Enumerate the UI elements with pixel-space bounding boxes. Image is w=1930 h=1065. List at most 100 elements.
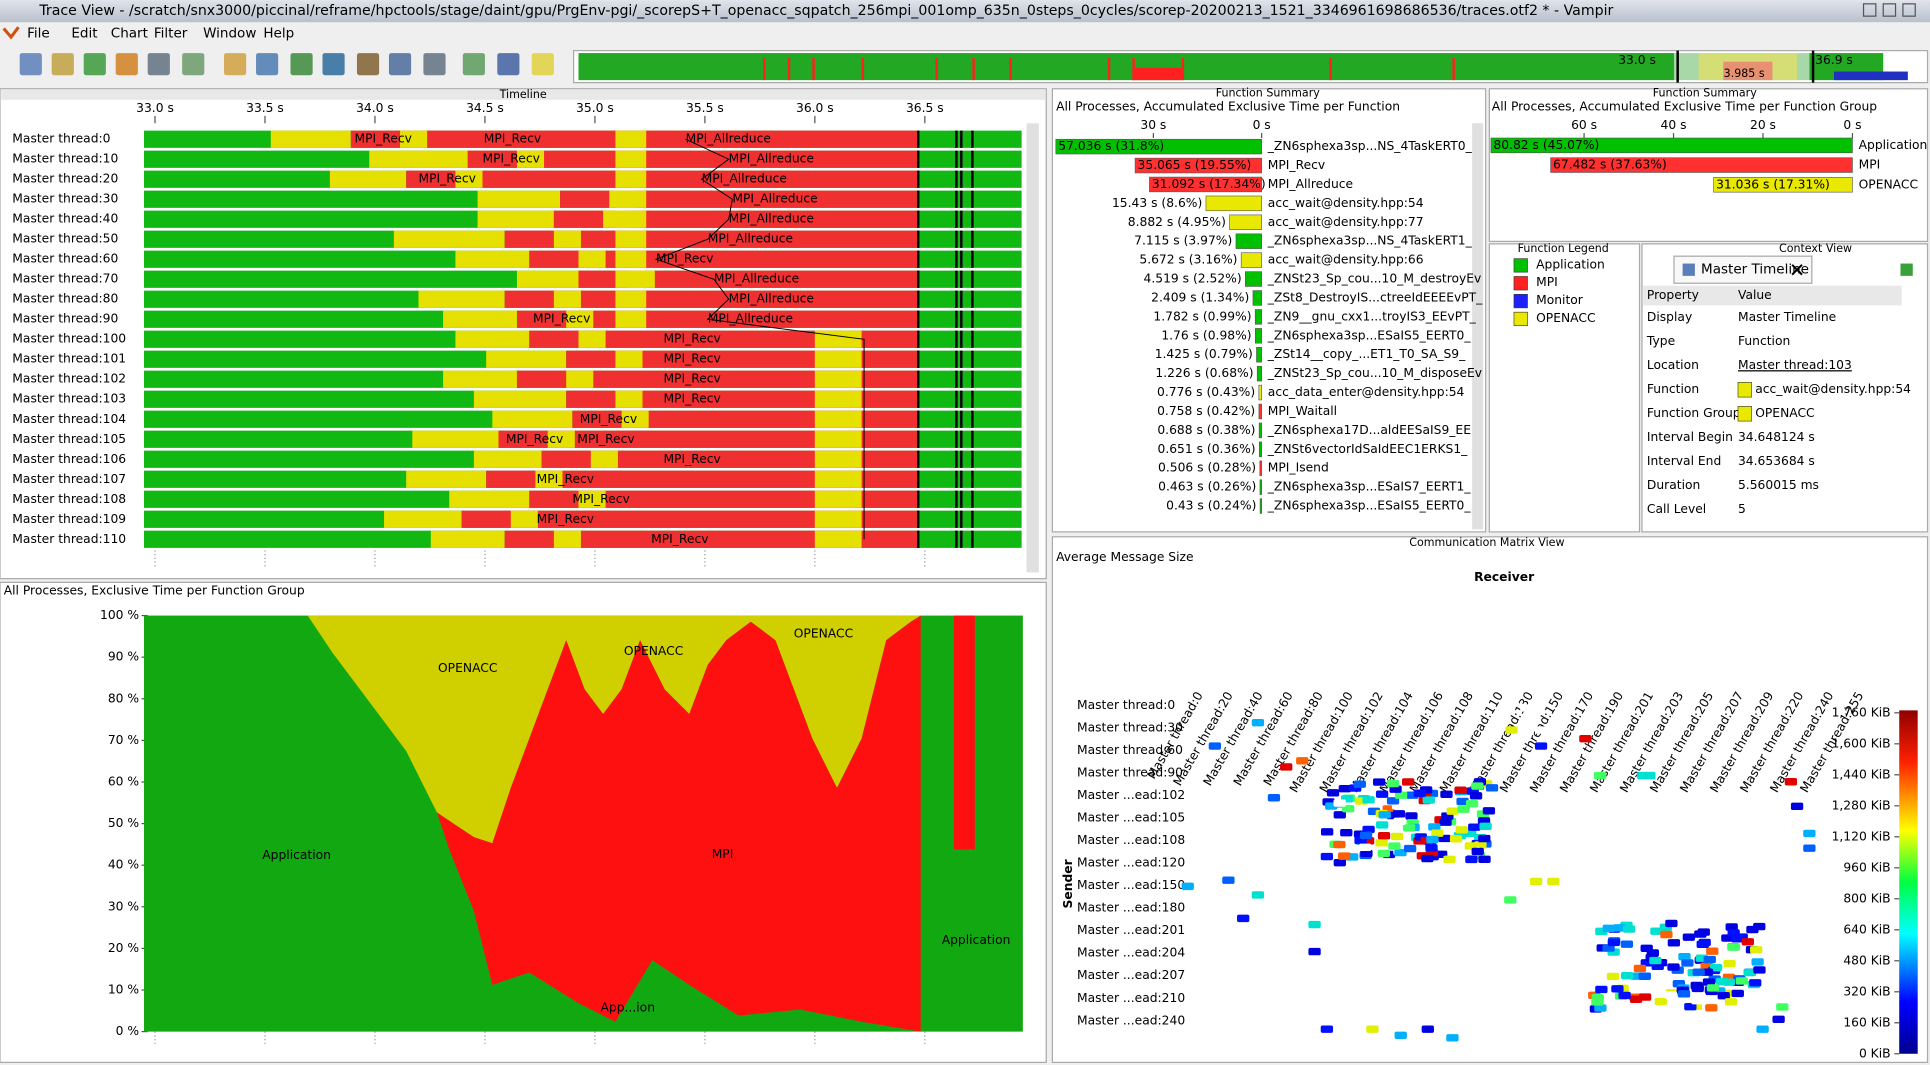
toolbar-button[interactable] [83, 53, 106, 76]
menu-bar [0, 22, 1930, 45]
matrix-cell [1751, 958, 1764, 966]
matrix-cell [1389, 785, 1402, 793]
matrix-cell [1727, 943, 1740, 951]
matrix-cell [1606, 972, 1620, 981]
color-tick-label: 800 KiB [1843, 891, 1890, 905]
matrix-cell [1280, 763, 1293, 771]
toolbar-button[interactable] [423, 53, 446, 76]
property-value: 34.653684 s [1738, 454, 1815, 468]
toolbar-button[interactable] [147, 53, 170, 76]
close-button[interactable] [1902, 3, 1916, 17]
event-line [916, 230, 920, 248]
menu-item[interactable]: Window [203, 25, 256, 41]
toolbar-button[interactable] [322, 53, 345, 76]
toolbar-button[interactable] [388, 53, 412, 76]
overview-spike [1181, 58, 1185, 81]
toolbar-button[interactable] [51, 53, 74, 76]
openacc-segment [455, 170, 483, 188]
menu-item[interactable]: Edit [71, 25, 97, 41]
event-line [916, 130, 920, 148]
matrix-cell [1465, 800, 1479, 808]
maximize-button[interactable] [1882, 3, 1897, 17]
x-tick-label: 34.5 s [466, 101, 504, 115]
openacc-segment [443, 370, 517, 388]
matrix-cell [1594, 1004, 1607, 1012]
window-title: Trace View - /scratch/snx3000/piccinal/r… [38, 3, 1613, 19]
overview-spike [763, 58, 766, 81]
event-line [916, 270, 920, 288]
property-name: Type [1646, 334, 1675, 348]
timeline-scrollbar [1026, 123, 1039, 573]
event-line [960, 490, 963, 508]
matrix-cell [1753, 966, 1766, 974]
menu-item[interactable]: File [27, 25, 50, 41]
event-line [971, 150, 974, 168]
openacc-segment [615, 230, 647, 248]
toolbar-button[interactable] [182, 53, 205, 76]
menu-item[interactable]: Chart [111, 25, 148, 41]
color-tick-label: 0 KiB [1859, 1046, 1891, 1060]
openacc-segment [615, 290, 647, 308]
summary-bar [1252, 290, 1262, 306]
group-name: MPI [1859, 158, 1881, 172]
tab-close[interactable] [1791, 264, 1803, 276]
y-tick-label: 70 % [108, 733, 139, 747]
minimize-button[interactable] [1862, 3, 1877, 17]
location-link[interactable]: Master thread:103 [1738, 358, 1852, 372]
matrix-cell [1394, 791, 1408, 799]
event-line [960, 510, 963, 528]
function-name: _ZNSt6vectorIdSaIdEEC1ERKS1_ [1267, 442, 1468, 456]
event-line [955, 150, 958, 168]
matrix-cell [1375, 790, 1389, 798]
thread-label: Master thread:30 [12, 192, 118, 206]
matrix-cell [1595, 985, 1608, 994]
color-tick-label: 1,120 KiB [1832, 829, 1891, 843]
event-line [916, 210, 920, 228]
toolbar-button[interactable] [497, 53, 520, 76]
function-name: _ZN6sphexa3sp...NS_4TaskERT0_ [1267, 139, 1473, 153]
toolbar-button[interactable] [290, 53, 313, 76]
event-line [960, 190, 963, 208]
matrix-cell [1208, 742, 1222, 750]
overview-label: 3.985 s [1724, 67, 1765, 80]
x-tick-label: 40 s [1661, 118, 1687, 132]
y-tick-label: 80 % [108, 691, 139, 705]
matrix-cell [1446, 807, 1459, 815]
event-line [955, 330, 958, 348]
matrix-cell [1340, 828, 1353, 837]
thread-label: Master thread:80 [12, 292, 118, 306]
toolbar-button[interactable] [19, 53, 42, 76]
matrix-cell [1579, 734, 1592, 743]
event-line [971, 370, 974, 388]
openacc-segment [443, 310, 517, 328]
toolbar-button[interactable] [356, 53, 380, 76]
summary-bar [1134, 157, 1262, 174]
matrix-cell [1405, 812, 1418, 820]
openacc-segment [578, 490, 606, 508]
openacc-segment [400, 130, 428, 148]
toolbar-button[interactable] [224, 53, 247, 76]
panel-title: Context View [1779, 242, 1852, 255]
function-name: _ZNSt23_Sp_cou...10_M_disposeEv [1267, 366, 1482, 380]
context-tab[interactable] [1673, 255, 1813, 284]
menu-item[interactable]: Help [263, 25, 294, 41]
toolbar-button[interactable] [462, 53, 485, 76]
menu-item[interactable]: Filter [154, 25, 188, 41]
matrix-cell [1338, 784, 1352, 793]
toolbar-button[interactable] [115, 53, 138, 76]
matrix-cell [1402, 778, 1415, 786]
toolbar-button[interactable] [531, 53, 554, 76]
add-tab[interactable] [1900, 263, 1913, 276]
matrix-cell [1457, 805, 1470, 813]
openacc-segment [455, 250, 530, 268]
openacc-segment [406, 470, 487, 488]
property-name: Display [1647, 310, 1692, 324]
overview-spike [861, 58, 865, 81]
toolbar-button[interactable] [256, 53, 279, 76]
function-name: _ZN6sphexa3sp...ESaIS7_EERT1_ [1267, 480, 1472, 494]
event-line [916, 410, 920, 428]
mpi-segment [504, 290, 917, 308]
panel-title: Function Summary [1216, 87, 1320, 100]
openacc-segment [615, 270, 647, 288]
event-line [971, 210, 974, 228]
